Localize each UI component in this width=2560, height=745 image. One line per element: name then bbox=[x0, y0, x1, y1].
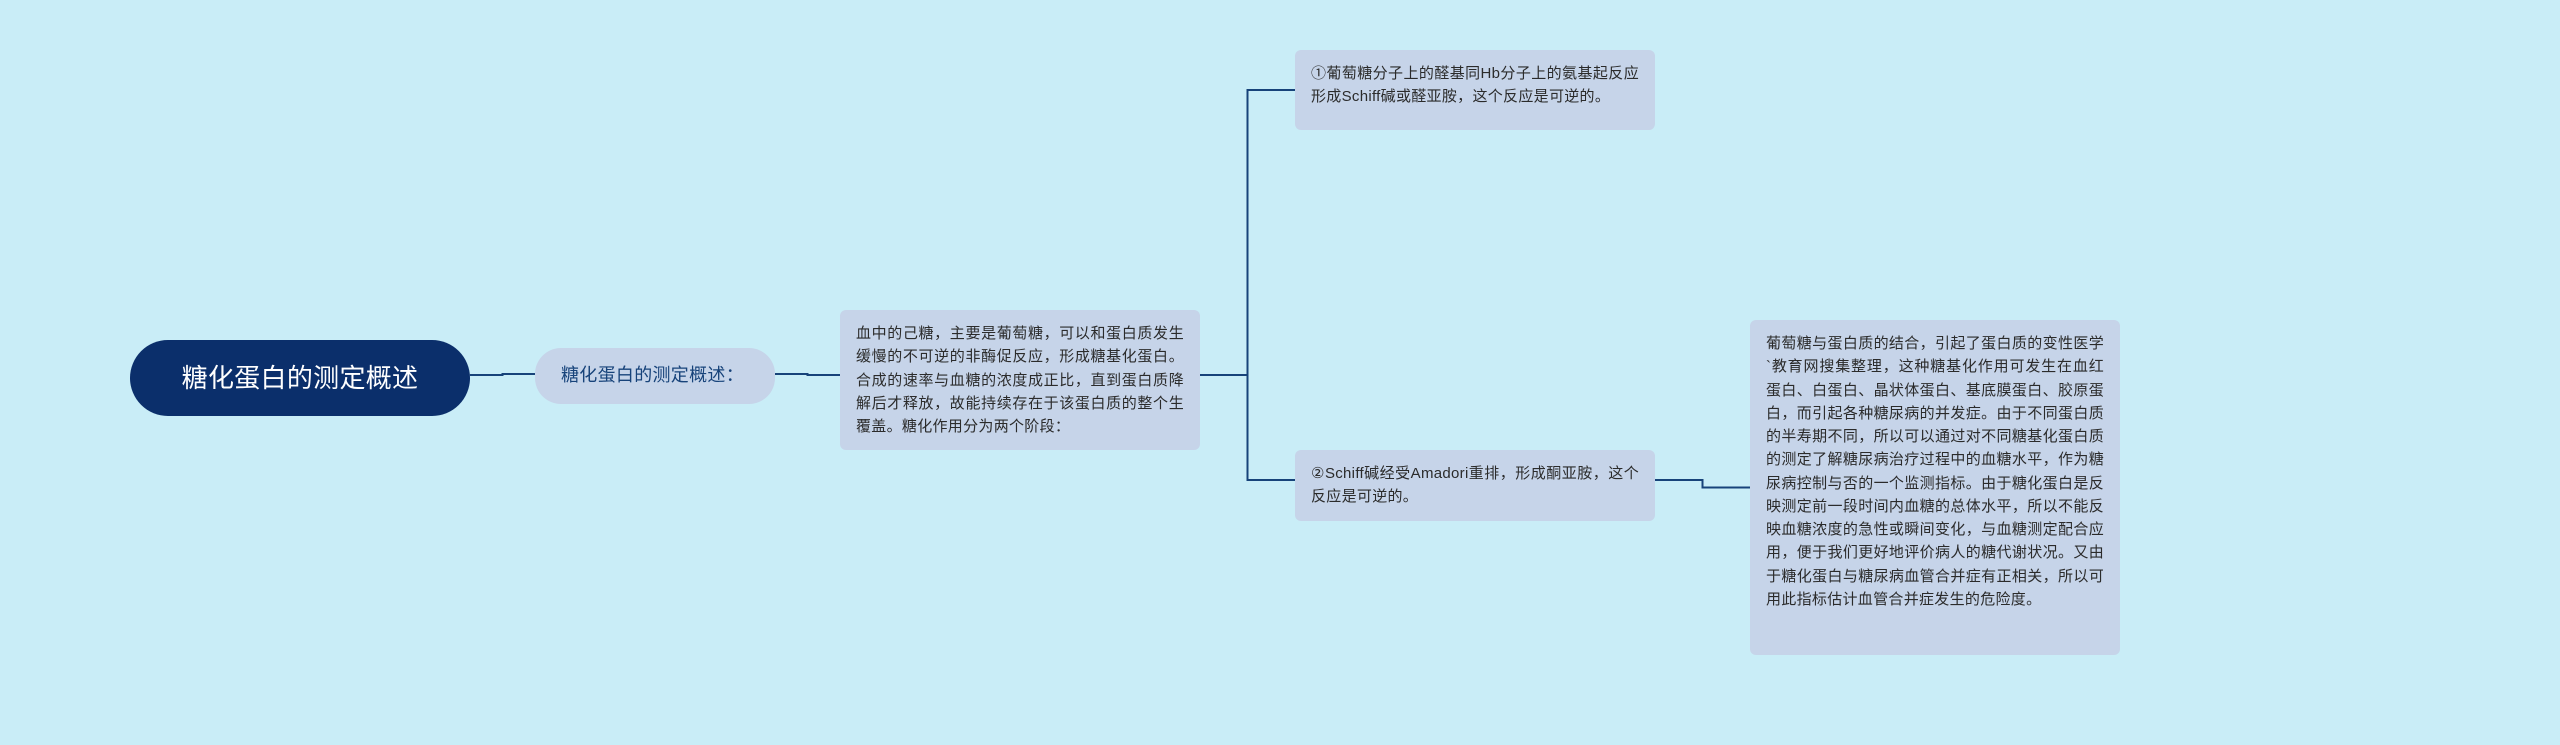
stage2-node: ②Schiff碱经受Amadori重排，形成酮亚胺，这个反应是可逆的。 bbox=[1295, 450, 1655, 521]
stage1-node: ①葡萄糖分子上的醛基同Hb分子上的氨基起反应形成Schiff碱或醛亚胺，这个反应… bbox=[1295, 50, 1655, 130]
root-node: 糖化蛋白的测定概述 bbox=[130, 340, 470, 416]
detail-node: 葡萄糖与蛋白质的结合，引起了蛋白质的变性医学`教育网搜集整理，这种糖基化作用可发… bbox=[1750, 320, 2120, 655]
mindmap-canvas: 糖化蛋白的测定概述 糖化蛋白的测定概述： 血中的己糖，主要是葡萄糖，可以和蛋白质… bbox=[0, 0, 2560, 745]
level1-node: 糖化蛋白的测定概述： bbox=[535, 348, 775, 404]
level2-node: 血中的己糖，主要是葡萄糖，可以和蛋白质发生缓慢的不可逆的非酶促反应，形成糖基化蛋… bbox=[840, 310, 1200, 450]
